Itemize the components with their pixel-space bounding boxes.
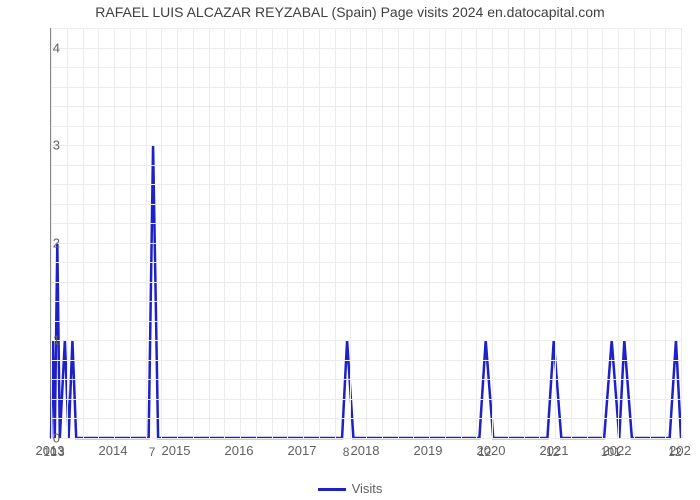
gridline-v xyxy=(665,28,666,438)
gridline-v xyxy=(67,28,68,438)
x-tick-label: 2018 xyxy=(351,443,380,458)
gridline-v xyxy=(177,28,178,438)
gridline-v xyxy=(193,28,194,438)
chart-container: RAFAEL LUIS ALCAZAR REYZABAL (Spain) Pag… xyxy=(0,0,700,500)
point-label: 12 xyxy=(668,445,681,459)
gridline-v xyxy=(524,28,525,438)
x-tick-label: 2019 xyxy=(414,443,443,458)
gridline-v xyxy=(429,28,430,438)
gridline-v xyxy=(272,28,273,438)
gridline-h xyxy=(51,28,681,29)
gridline-v xyxy=(51,28,52,438)
gridline-h xyxy=(51,145,681,146)
gridline-v xyxy=(287,28,288,438)
legend-swatch xyxy=(318,488,346,491)
y-tick-label: 4 xyxy=(40,40,60,55)
point-label: 12 xyxy=(478,445,491,459)
point-label: 101 xyxy=(601,445,621,459)
gridline-v xyxy=(634,28,635,438)
y-tick-label: 3 xyxy=(40,138,60,153)
gridline-h xyxy=(51,48,681,49)
gridline-h xyxy=(51,106,681,107)
y-tick-label: 1 xyxy=(40,333,60,348)
gridline-v xyxy=(130,28,131,438)
gridline-v xyxy=(413,28,414,438)
gridline-v xyxy=(539,28,540,438)
chart-title: RAFAEL LUIS ALCAZAR REYZABAL (Spain) Pag… xyxy=(0,4,700,20)
gridline-h xyxy=(51,340,681,341)
gridline-h xyxy=(51,223,681,224)
gridline-v xyxy=(83,28,84,438)
gridline-v xyxy=(445,28,446,438)
gridline-h xyxy=(51,204,681,205)
gridline-h xyxy=(51,321,681,322)
y-tick-label: 2 xyxy=(40,235,60,250)
gridline-v xyxy=(461,28,462,438)
gridline-h xyxy=(51,126,681,127)
gridline-v xyxy=(492,28,493,438)
gridline-v xyxy=(335,28,336,438)
point-label: 1 xyxy=(50,445,57,459)
gridline-v xyxy=(319,28,320,438)
point-label: 12 xyxy=(546,445,559,459)
gridline-h xyxy=(51,379,681,380)
point-label: 7 xyxy=(149,445,156,459)
gridline-v xyxy=(98,28,99,438)
gridline-h xyxy=(51,165,681,166)
gridline-h xyxy=(51,67,681,68)
gridline-v xyxy=(382,28,383,438)
x-tick-label: 2017 xyxy=(288,443,317,458)
gridline-h xyxy=(51,184,681,185)
gridline-v xyxy=(161,28,162,438)
gridline-h xyxy=(51,87,681,88)
gridline-h xyxy=(51,301,681,302)
legend-label: Visits xyxy=(352,481,383,496)
gridline-v xyxy=(224,28,225,438)
gridline-h xyxy=(51,399,681,400)
gridline-v xyxy=(681,28,682,438)
gridline-v xyxy=(256,28,257,438)
gridline-v xyxy=(209,28,210,438)
gridline-v xyxy=(366,28,367,438)
gridline-v xyxy=(587,28,588,438)
legend: Visits xyxy=(0,481,700,496)
gridline-v xyxy=(650,28,651,438)
x-tick-label: 2015 xyxy=(162,443,191,458)
gridline-v xyxy=(618,28,619,438)
x-tick-label: 2016 xyxy=(225,443,254,458)
gridline-h xyxy=(51,360,681,361)
point-label: 3 xyxy=(58,445,65,459)
gridline-v xyxy=(602,28,603,438)
gridline-v xyxy=(114,28,115,438)
point-label: 8 xyxy=(343,445,350,459)
gridline-v xyxy=(398,28,399,438)
gridline-h xyxy=(51,282,681,283)
gridline-v xyxy=(240,28,241,438)
plot-area xyxy=(50,28,681,439)
gridline-v xyxy=(476,28,477,438)
gridline-v xyxy=(571,28,572,438)
gridline-v xyxy=(508,28,509,438)
gridline-v xyxy=(555,28,556,438)
gridline-v xyxy=(303,28,304,438)
gridline-h xyxy=(51,418,681,419)
gridline-v xyxy=(146,28,147,438)
gridline-v xyxy=(350,28,351,438)
gridline-h xyxy=(51,438,681,439)
x-tick-label: 2014 xyxy=(99,443,128,458)
gridline-h xyxy=(51,243,681,244)
gridline-h xyxy=(51,262,681,263)
